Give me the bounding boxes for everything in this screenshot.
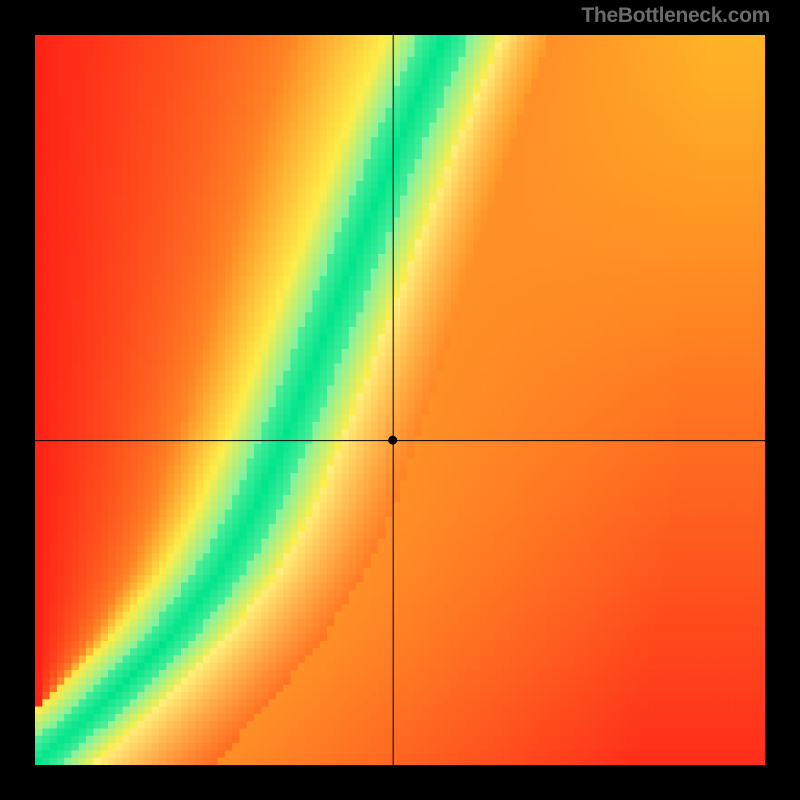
heatmap-chart xyxy=(35,35,765,765)
watermark-text: TheBottleneck.com xyxy=(581,4,770,28)
heatmap-canvas xyxy=(35,35,765,765)
